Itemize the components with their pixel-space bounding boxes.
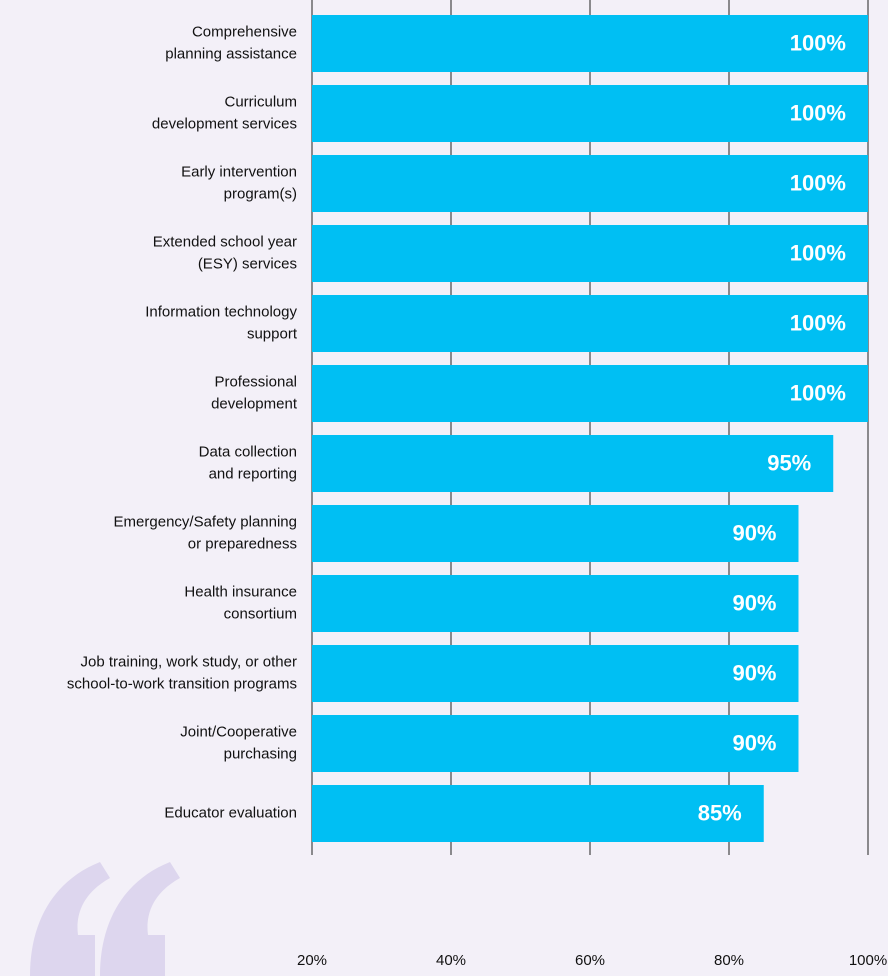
y-tick-label-line: Health insurance	[184, 583, 297, 600]
quote-decoration	[30, 862, 180, 976]
y-tick-label-line: Joint/Cooperative	[180, 723, 297, 740]
value-label: 100%	[790, 240, 846, 265]
y-tick-label-line: planning assistance	[165, 45, 297, 62]
y-tick-label-line: Educator evaluation	[164, 804, 297, 821]
value-label: 100%	[790, 30, 846, 55]
x-tick-label: 40%	[436, 952, 466, 969]
bar	[312, 295, 868, 352]
y-tick-label-line: Early intervention	[181, 163, 297, 180]
y-tick-label: Job training, work study, or other school…	[67, 653, 297, 692]
x-tick-label: 80%	[714, 952, 744, 969]
y-tick-label: Joint/Cooperative purchasing	[180, 723, 297, 762]
chart: 20% 40% 60% 80% 100% 100% Comprehensive plannin…	[0, 0, 888, 976]
x-tick-label: 100%	[849, 952, 887, 969]
bar	[312, 85, 868, 142]
y-tick-label: Curriculum development services	[152, 93, 297, 132]
y-tick-label-line: Job training, work study, or other	[81, 653, 298, 670]
y-tick-label-line: Information technology	[145, 303, 297, 320]
value-label: 90%	[732, 660, 776, 685]
y-tick-label-line: support	[247, 325, 298, 342]
bar	[312, 785, 764, 842]
bar	[312, 155, 868, 212]
value-label: 95%	[767, 450, 811, 475]
y-tick-label-line: Professional	[214, 373, 297, 390]
bar	[312, 645, 799, 702]
y-tick-label: Health insurance consortium	[184, 583, 297, 622]
y-tick-label-line: (ESY) services	[198, 255, 297, 272]
y-tick-label: Information technology support	[145, 303, 298, 342]
value-label: 90%	[732, 590, 776, 615]
y-tick-label-line: Comprehensive	[192, 23, 297, 40]
y-tick-label-line: development	[211, 395, 298, 412]
page: {"chart_data": {"type": "bar", "orientat…	[0, 0, 888, 976]
y-tick-label-line: Data collection	[199, 443, 297, 460]
value-label: 100%	[790, 100, 846, 125]
bar	[312, 575, 799, 632]
x-tick-label: 60%	[575, 952, 605, 969]
y-tick-label-line: Curriculum	[224, 93, 297, 110]
y-tick-label: Early intervention program(s)	[181, 163, 297, 202]
value-label: 85%	[698, 800, 742, 825]
x-tick-label: 20%	[297, 952, 327, 969]
bar	[312, 505, 799, 562]
value-label: 100%	[790, 310, 846, 335]
y-tick-label: Comprehensive planning assistance	[165, 23, 297, 62]
y-tick-label-line: consortium	[224, 605, 297, 622]
y-tick-label: Emergency/Safety planning or preparedness	[114, 513, 297, 552]
value-label: 90%	[732, 520, 776, 545]
y-tick-label-line: and reporting	[209, 465, 297, 482]
y-tick-label-line: Emergency/Safety planning	[114, 513, 297, 530]
y-tick-label-line: or preparedness	[188, 535, 297, 552]
y-tick-label-line: development services	[152, 115, 297, 132]
y-tick-label: Extended school year (ESY) services	[153, 233, 297, 272]
y-tick-label: Educator evaluation	[164, 804, 297, 821]
bar	[312, 435, 833, 492]
y-tick-label-line: program(s)	[224, 185, 297, 202]
bar	[312, 715, 799, 772]
y-tick-label-line: purchasing	[224, 745, 297, 762]
bar	[312, 15, 868, 72]
value-label: 100%	[790, 380, 846, 405]
y-tick-label: Professional development	[211, 373, 298, 412]
y-tick-label-line: Extended school year	[153, 233, 297, 250]
value-label: 100%	[790, 170, 846, 195]
value-label: 90%	[732, 730, 776, 755]
bar	[312, 225, 868, 282]
y-tick-label: Data collection and reporting	[199, 443, 297, 482]
y-tick-label-line: school-to-work transition programs	[67, 675, 297, 692]
bar	[312, 365, 868, 422]
